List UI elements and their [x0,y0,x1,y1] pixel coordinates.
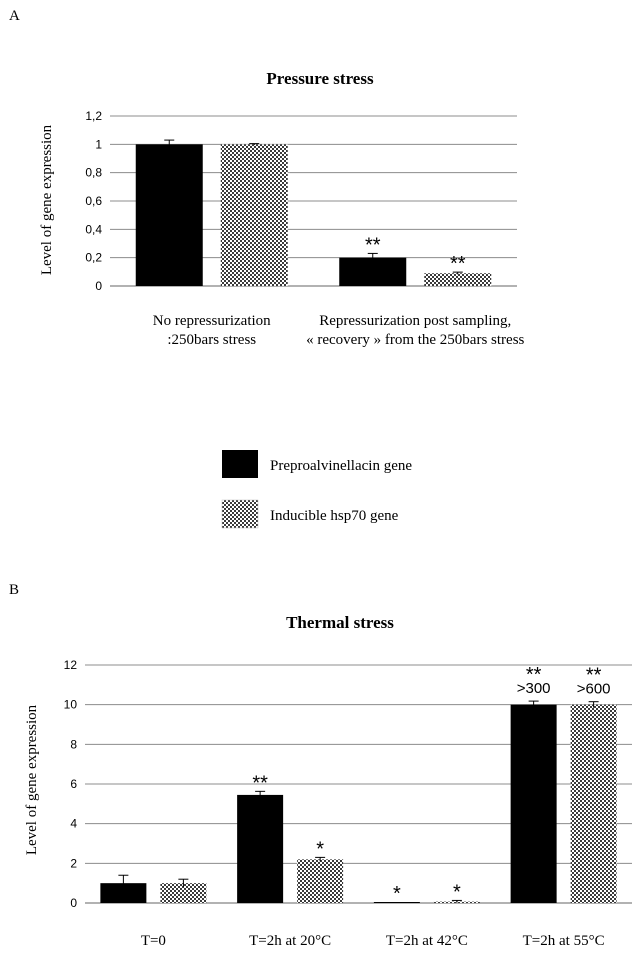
chart-b-ytick-label: 10 [64,698,78,712]
chart-b-bar-preproalvinellacin [237,794,284,903]
chart-a-category-label: :250bars stress [167,332,256,348]
panel-b-label: B [9,582,19,598]
chart-b-value-note: >600 [577,681,611,698]
chart-a-title: Pressure stress [266,69,374,88]
legend-label-preproalvinellacin: Preproalvinellacin gene [270,458,412,474]
chart-a-category-label: No repressurization [153,313,271,329]
legend-swatch-checker [221,499,259,529]
thermal-stress-chart: Thermal stress Level of gene expression … [24,613,632,949]
chart-b-significance-mark: ** [252,772,268,794]
pressure-stress-chart: Pressure stress Level of gene expression… [39,69,525,348]
chart-b-bar-preproalvinellacin [510,704,557,903]
chart-b-category-label: T=2h at 20°C [249,933,331,949]
chart-a-ytick-label: 0,6 [85,194,102,208]
chart-a-bar-hsp70 [220,144,288,286]
chart-a-bar-preproalvinellacin [339,257,407,286]
chart-b-bar-preproalvinellacin [100,883,147,903]
chart-b-category-label: T=2h at 42°C [386,933,468,949]
legend: Preproalvinellacin gene Inducible hsp70 … [221,450,412,529]
chart-b-category-label: T=0 [141,933,166,949]
legend-label-hsp70: Inducible hsp70 gene [270,508,399,524]
chart-a-ytick-label: 0 [95,279,102,293]
chart-a-bar-hsp70 [424,273,492,286]
chart-b-ytick-label: 2 [70,856,77,870]
chart-a-significance-mark: ** [450,253,466,275]
chart-a-bar-preproalvinellacin [135,144,203,286]
chart-b-bar-hsp70 [570,704,617,903]
chart-b-significance-mark: * [453,881,461,903]
chart-a-ylabel: Level of gene expression [39,124,55,275]
panel-a-label: A [9,8,20,24]
chart-b-bar-hsp70 [160,883,207,903]
chart-a-category-label: Repressurization post sampling, [319,313,511,329]
chart-b-ytick-label: 8 [70,737,77,751]
chart-b-ytick-label: 6 [70,777,77,791]
chart-b-significance-mark: * [316,838,324,860]
chart-b-ytick-label: 4 [70,817,77,831]
chart-b-bar-hsp70 [297,859,344,903]
chart-b-ytick-label: 12 [64,658,78,672]
chart-b-bar-preproalvinellacin [373,902,420,903]
chart-b-ylabel: Level of gene expression [24,704,40,855]
chart-b-category-label: T=2h at 55°C [523,933,605,949]
chart-a-significance-mark: ** [365,234,381,256]
chart-b-ytick-label: 0 [70,896,77,910]
chart-a-ytick-label: 1 [95,137,102,151]
chart-b-significance-mark: * [393,883,401,905]
chart-b-significance-mark: ** [526,664,542,686]
chart-a-ytick-label: 0,2 [85,251,102,265]
chart-b-significance-mark: ** [586,665,602,687]
chart-a-ytick-label: 1,2 [85,109,102,123]
chart-a-ytick-label: 0,4 [85,222,102,236]
legend-swatch-solid [222,450,258,478]
chart-b-value-note: >300 [517,680,551,697]
chart-b-title: Thermal stress [286,613,394,632]
chart-a-ytick-label: 0,8 [85,166,102,180]
chart-a-category-label: « recovery » from the 250bars stress [306,332,524,348]
